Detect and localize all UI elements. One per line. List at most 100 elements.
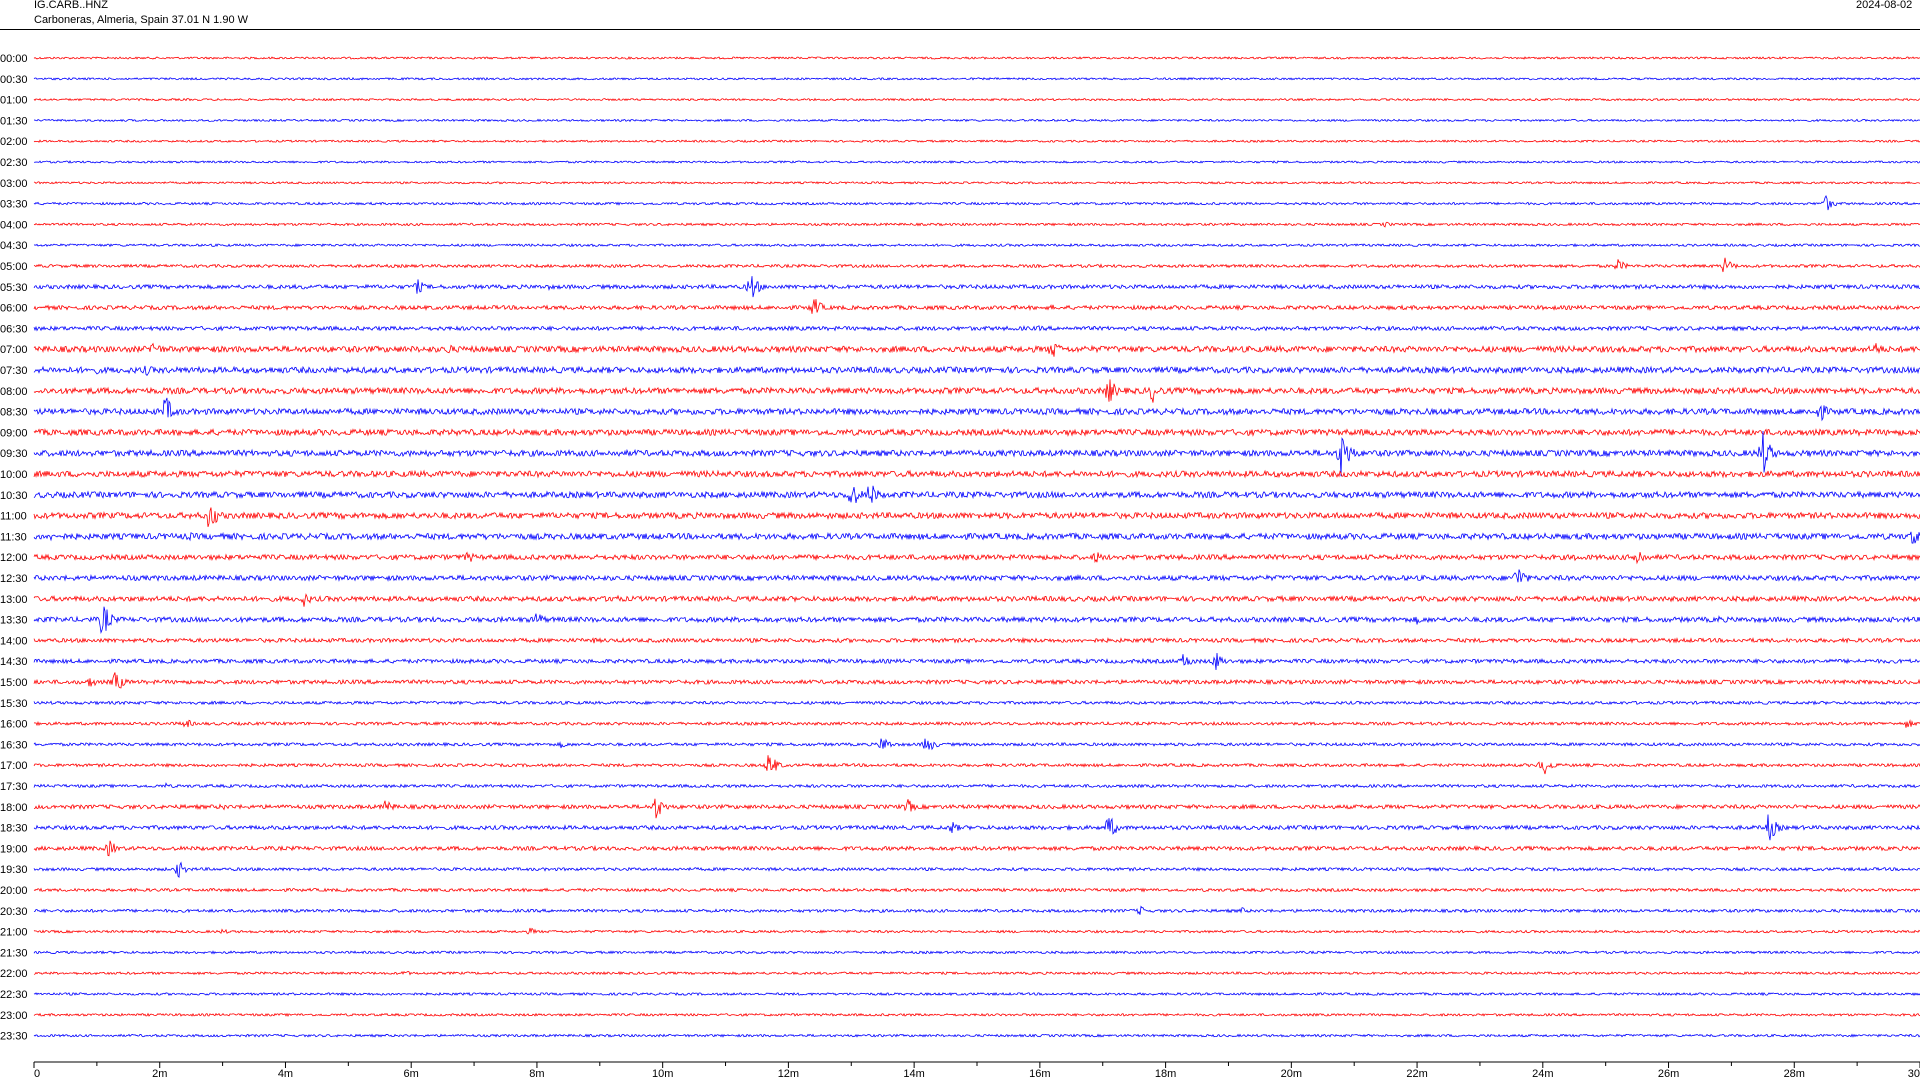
row-time-label: 09:30 — [0, 448, 28, 460]
row-time-label: 22:30 — [0, 989, 28, 1001]
row-time-label: 06:00 — [0, 303, 28, 315]
row-time-label: 20:30 — [0, 906, 28, 918]
row-time-label: 12:00 — [0, 552, 28, 564]
x-tick-label: 20m — [1281, 1068, 1302, 1080]
station-location: Carboneras, Almeria, Spain 37.01 N 1.90 … — [34, 14, 249, 26]
seismic-trace — [33, 276, 1920, 298]
seismic-trace — [33, 507, 1920, 527]
x-tick-label: 14m — [903, 1068, 924, 1080]
seismic-trace — [33, 738, 1920, 751]
seismic-trace — [33, 428, 1920, 437]
row-time-label: 13:00 — [0, 594, 28, 606]
seismic-trace — [33, 700, 1920, 706]
seismic-trace — [33, 485, 1920, 504]
seismic-trace — [33, 1033, 1920, 1038]
seismic-trace — [33, 221, 1920, 228]
seismic-trace — [33, 97, 1920, 102]
row-time-label: 18:00 — [0, 802, 28, 814]
row-time-label: 16:00 — [0, 719, 28, 731]
seismic-trace — [33, 194, 1920, 211]
row-time-label: 20:00 — [0, 885, 28, 897]
seismic-trace — [33, 531, 1920, 544]
station-code: IG.CARB..HNZ — [34, 0, 108, 11]
seismic-trace — [33, 840, 1920, 857]
header-divider — [0, 29, 1920, 30]
row-time-label: 08:30 — [0, 407, 28, 419]
x-tick-label: 16m — [1029, 1068, 1050, 1080]
row-time-label: 15:30 — [0, 698, 28, 710]
seismic-trace — [33, 365, 1920, 376]
seismic-trace — [33, 325, 1920, 332]
x-tick-label: 18m — [1155, 1068, 1176, 1080]
row-time-label: 02:00 — [0, 136, 28, 148]
seismic-trace — [33, 755, 1920, 775]
seismic-trace — [33, 814, 1920, 841]
row-time-label: 11:30 — [0, 531, 27, 543]
row-time-label: 08:00 — [0, 386, 28, 398]
seismic-trace — [33, 606, 1920, 634]
x-tick-label: 24m — [1532, 1068, 1553, 1080]
seismic-trace — [33, 379, 1920, 403]
seismic-trace — [33, 160, 1920, 164]
row-time-label: 00:30 — [0, 74, 28, 86]
x-tick-label: 4m — [278, 1068, 293, 1080]
row-time-label: 01:30 — [0, 115, 28, 127]
row-time-label: 04:00 — [0, 219, 28, 231]
seismic-trace — [33, 569, 1920, 583]
row-time-label: 00:00 — [0, 53, 28, 65]
seismic-trace — [33, 180, 1920, 185]
row-time-label: 19:30 — [0, 864, 28, 876]
seismic-trace — [33, 299, 1920, 314]
seismic-trace — [33, 950, 1920, 955]
row-time-label: 23:00 — [0, 1010, 28, 1022]
seismic-trace — [33, 1012, 1920, 1017]
seismic-trace — [33, 342, 1920, 357]
row-time-label: 17:00 — [0, 760, 28, 772]
seismic-trace — [33, 991, 1920, 997]
x-tick-label: 22m — [1406, 1068, 1427, 1080]
x-tick-label: 6m — [404, 1068, 419, 1080]
seismic-trace — [33, 887, 1920, 893]
seismic-trace — [33, 551, 1920, 565]
seismic-trace — [33, 243, 1920, 248]
row-time-label: 14:00 — [0, 635, 28, 647]
row-time-label: 18:30 — [0, 823, 28, 835]
row-time-label: 03:00 — [0, 178, 28, 190]
seismic-trace — [33, 469, 1920, 479]
row-time-label: 10:30 — [0, 490, 28, 502]
seismic-trace — [33, 927, 1920, 935]
row-time-label: 05:30 — [0, 282, 28, 294]
row-time-label: 03:30 — [0, 199, 28, 211]
row-time-label: 11:00 — [0, 511, 27, 523]
seismic-trace — [33, 56, 1920, 60]
seismic-trace — [33, 970, 1920, 976]
x-tick-label: 12m — [778, 1068, 799, 1080]
seismic-trace — [33, 139, 1920, 144]
x-tick-label: 26m — [1658, 1068, 1679, 1080]
seismic-trace — [33, 861, 1920, 879]
seismic-trace — [33, 593, 1920, 607]
row-time-label: 13:30 — [0, 615, 28, 627]
row-time-label: 16:30 — [0, 739, 28, 751]
seismic-trace — [33, 719, 1920, 728]
row-time-label: 22:00 — [0, 968, 28, 980]
seismic-trace — [33, 118, 1920, 123]
row-time-label: 01:00 — [0, 95, 28, 107]
row-time-label: 07:30 — [0, 365, 28, 377]
x-tick-label: 10m — [652, 1068, 673, 1080]
row-time-label: 07:00 — [0, 344, 28, 356]
row-time-label: 17:30 — [0, 781, 28, 793]
seismic-trace — [33, 397, 1920, 422]
seismic-trace — [33, 905, 1920, 915]
time-axis: 0 2m 4m 6m 8m 10m 12m 14m 16m 18m 20m 22m 24m 26m 28m 3… — [33, 1061, 1920, 1080]
row-time-label: 04:30 — [0, 240, 28, 252]
x-tick-label: 28m — [1784, 1068, 1805, 1080]
trace-rows: 00:00 00:30 01:00 01:30 02:00 02:30 03:00 03:30… — [0, 53, 1920, 1043]
row-time-label: 21:00 — [0, 927, 28, 939]
row-time-label: 23:30 — [0, 1031, 28, 1043]
x-tick-label: 2m — [152, 1068, 167, 1080]
seismic-trace — [33, 257, 1920, 273]
row-time-label: 19:00 — [0, 843, 28, 855]
row-time-label: 09:00 — [0, 427, 28, 439]
record-date: 2024-08-02 — [1856, 0, 1913, 11]
